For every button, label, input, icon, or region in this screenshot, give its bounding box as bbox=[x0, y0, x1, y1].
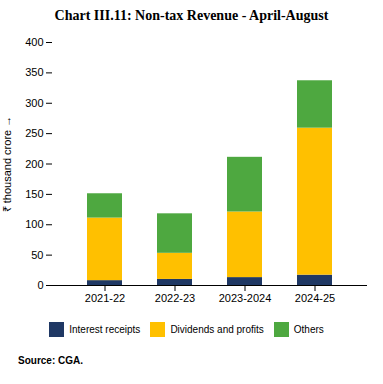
svg-text:2022-23: 2022-23 bbox=[155, 292, 195, 304]
html-text:Dividends and profits: Dividends and profits bbox=[170, 324, 264, 335]
svg-text:2021-22: 2021-22 bbox=[85, 292, 125, 304]
html-text:Chart III.11: Non-tax Revenue: Chart III.11: Non-tax Revenue - April-Au… bbox=[54, 8, 329, 23]
html-text:Others: Others bbox=[293, 324, 324, 335]
svg-text:2024-25: 2024-25 bbox=[295, 292, 335, 304]
svg-text:400: 400 bbox=[25, 36, 43, 48]
svg-text:350: 350 bbox=[25, 66, 43, 78]
svg-text:250: 250 bbox=[25, 127, 43, 139]
svg-text:0: 0 bbox=[37, 279, 43, 291]
svg-text:₹ thousand crore →: ₹ thousand crore → bbox=[1, 116, 13, 213]
html-text:Interest receipts: Interest receipts bbox=[69, 324, 141, 335]
svg-text:150: 150 bbox=[25, 188, 43, 200]
svg-text:200: 200 bbox=[25, 158, 43, 170]
svg-text:100: 100 bbox=[25, 218, 43, 230]
svg-text:2023-2024: 2023-2024 bbox=[219, 292, 272, 304]
svg-text:50: 50 bbox=[31, 249, 43, 261]
html-text:Source: CGA.: Source: CGA. bbox=[18, 355, 83, 366]
svg-text:300: 300 bbox=[25, 97, 43, 109]
